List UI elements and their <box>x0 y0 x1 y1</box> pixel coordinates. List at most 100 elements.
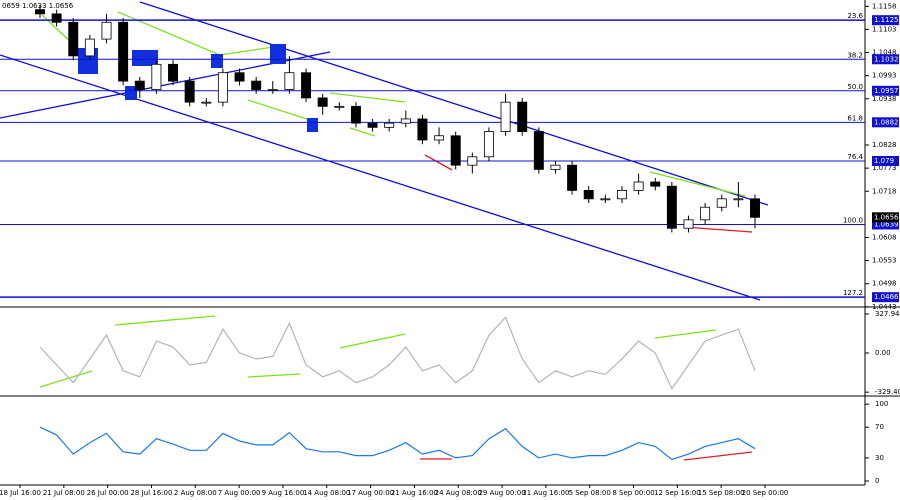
candle-body <box>35 9 45 15</box>
candle-body <box>68 21 79 57</box>
price-box <box>872 117 899 128</box>
candle-body <box>733 198 744 201</box>
y-tick-label: 1.0718 <box>872 187 897 195</box>
level-label: 38.2 <box>847 51 863 59</box>
trend-line <box>247 99 311 121</box>
y-tick-label: 327.9475 <box>875 310 900 318</box>
x-tick-label: 18 Jul 16:00 <box>0 489 41 497</box>
trend-line <box>349 127 376 137</box>
marker <box>307 118 318 132</box>
price-box <box>872 85 899 96</box>
candle-body <box>384 122 395 128</box>
x-tick-label: 14 Aug 08:00 <box>303 489 350 497</box>
x-tick-label: 21 Aug 16:00 <box>391 489 438 497</box>
candle-body <box>334 105 345 108</box>
price-box-label: 1.079 <box>874 157 894 165</box>
x-tick-label: 31 Aug 16:00 <box>522 489 569 497</box>
trend-line <box>247 373 301 378</box>
candle-body <box>700 206 711 221</box>
y-tick-label: 1.1048 <box>872 49 897 57</box>
x-tick-label: 15 Sep 08:00 <box>698 489 745 497</box>
candle-body <box>417 118 428 141</box>
level-label: 100.0 <box>843 216 863 224</box>
candle-body <box>533 131 544 170</box>
candle-body <box>217 72 228 103</box>
candle-body <box>467 156 478 166</box>
x-tick-label: 12 Sep 16:00 <box>654 489 701 497</box>
candle-body <box>151 63 162 90</box>
candle-body <box>517 101 528 132</box>
y-tick-label: 0 <box>875 477 879 485</box>
candle-body <box>600 198 611 201</box>
candle-body <box>750 198 760 218</box>
trend-line <box>139 1 769 206</box>
candle-body <box>134 80 145 90</box>
price-box-label: 1.0466 <box>874 293 899 301</box>
candle-body <box>567 164 578 191</box>
markers <box>78 44 318 132</box>
x-tick-label: 9 Aug 16:00 <box>262 489 305 497</box>
level-label: 127.2 <box>843 289 863 297</box>
price-box <box>872 292 899 303</box>
x-tick-label: 17 Aug 00:00 <box>347 489 394 497</box>
candle-body <box>434 135 445 141</box>
rsi-line <box>39 426 756 461</box>
candle-body <box>234 72 245 82</box>
price-box-label: 1.0639 <box>874 220 899 228</box>
y-tick-label: 1.0443 <box>872 303 897 311</box>
y-tick-label: 1.0498 <box>872 280 897 288</box>
y-tick-label: 1.1158 <box>872 2 897 10</box>
candle-body <box>583 190 594 200</box>
cci-line <box>39 316 756 390</box>
y-tick-label: 100 <box>875 400 888 408</box>
price-box-label: 1.1125 <box>874 16 899 24</box>
candle-body <box>317 97 328 107</box>
trend-line <box>654 329 717 339</box>
marker <box>132 50 158 66</box>
candle-body <box>650 181 661 187</box>
y-tick-label: 1.0773 <box>872 164 897 172</box>
trend-line <box>424 154 453 171</box>
x-tick-label: 20 Sep 00:00 <box>742 489 789 497</box>
candle-body <box>550 164 561 170</box>
price-box <box>872 155 899 166</box>
price-box-label: 1.0957 <box>874 87 899 95</box>
y-tick-label: 0.00 <box>875 349 891 357</box>
candle-body <box>51 13 62 23</box>
candle-body <box>101 21 112 40</box>
level-label: 50.0 <box>847 83 863 91</box>
candle-body <box>184 80 195 103</box>
level-label: 61.8 <box>847 114 863 122</box>
marker <box>270 44 286 64</box>
y-tick-label: 1.0993 <box>872 72 897 80</box>
candle-body <box>350 105 361 124</box>
y-tick-label: 70 <box>875 423 884 431</box>
trend-line <box>339 333 406 349</box>
trend-line <box>114 315 216 326</box>
trend-line <box>683 226 753 233</box>
candle-body <box>84 38 95 57</box>
price-box-label: 1.0882 <box>874 118 899 126</box>
candle-body <box>267 89 278 91</box>
candle-body <box>284 72 295 90</box>
y-tick-label: 1.0553 <box>872 257 897 265</box>
y-tick-label: 1.0608 <box>872 233 897 241</box>
candle-body <box>633 181 644 191</box>
candle-body <box>301 72 312 99</box>
trend-line <box>649 171 746 197</box>
current-price: 1.0656 <box>874 213 899 221</box>
candle-body <box>666 185 677 229</box>
x-tick-label: 21 Jul 08:00 <box>43 489 85 497</box>
candle-body <box>367 122 378 128</box>
candle-body <box>450 135 461 166</box>
y-tick-label: 30 <box>875 454 884 462</box>
price-box <box>872 15 899 26</box>
y-tick-label: -329.405 <box>875 388 900 396</box>
candle-body <box>118 21 129 82</box>
x-tick-label: 2 Aug 08:00 <box>174 489 217 497</box>
candle-body <box>683 219 694 229</box>
trend-line <box>329 92 406 103</box>
marker <box>211 54 223 68</box>
trend-line <box>117 11 221 56</box>
